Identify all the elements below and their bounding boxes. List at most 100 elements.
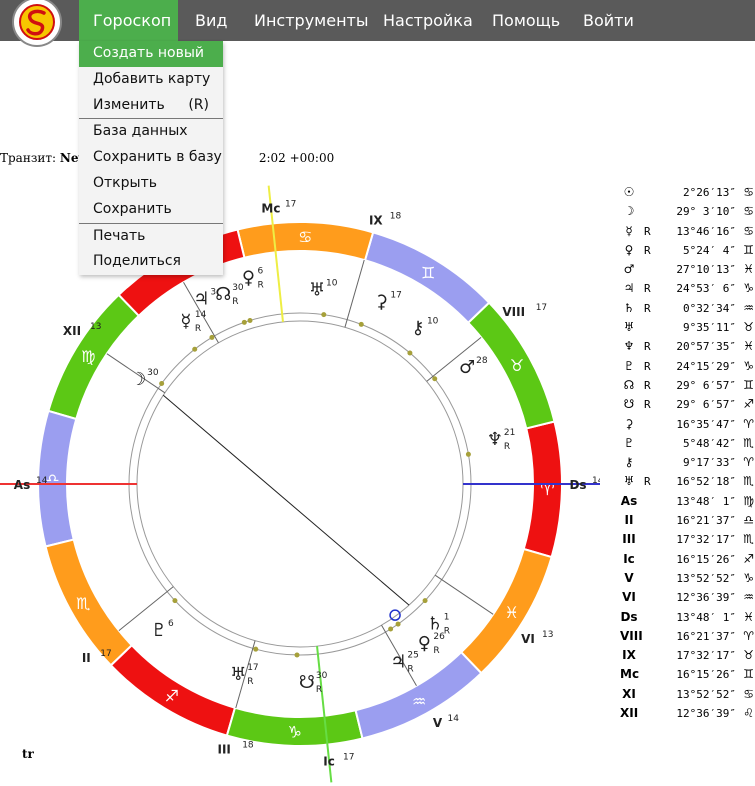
position-value: 5°24′ 4″ bbox=[683, 243, 736, 257]
house-degree: 17 bbox=[100, 649, 111, 659]
position-value: 13°48′ 1″ bbox=[676, 494, 736, 508]
planet-degree: 17 bbox=[390, 290, 401, 300]
menu-item-share[interactable]: Поделиться bbox=[79, 249, 223, 275]
zodiac-sign-icon: ♊ bbox=[421, 263, 435, 282]
nav-settings[interactable]: Настройка bbox=[383, 11, 473, 30]
position-sign: ♓ bbox=[743, 609, 754, 624]
menu-item-edit[interactable]: Изменить (R) bbox=[79, 93, 223, 119]
position-glyph: ♇ bbox=[623, 358, 635, 373]
menu-item-print[interactable]: Печать bbox=[79, 224, 223, 250]
position-value: 9°17′33″ bbox=[683, 456, 736, 470]
menu-item-add-chart[interactable]: Добавить карту bbox=[79, 67, 223, 93]
position-glyph: As bbox=[620, 493, 638, 508]
planet-glyph: ♀ bbox=[242, 267, 255, 288]
position-row: Ds 13°48′ 1″ ♓ bbox=[620, 608, 754, 627]
planet-dot bbox=[321, 312, 327, 318]
nav-horoscope[interactable]: Гороскоп bbox=[79, 0, 178, 41]
nav-tools[interactable]: Инструменты bbox=[254, 11, 369, 30]
house-label: VIII bbox=[502, 305, 525, 319]
planet-degree: 10 bbox=[326, 279, 338, 289]
house-label: Mc bbox=[261, 202, 280, 216]
position-glyph: ♀ bbox=[624, 242, 634, 257]
position-glyph: ⚳ bbox=[624, 416, 634, 431]
position-value: 13°46′16″ bbox=[676, 224, 736, 238]
menu-item-open[interactable]: Открыть bbox=[79, 171, 223, 197]
position-value: 29° 6′57″ bbox=[676, 398, 736, 412]
planet-degree: 17 bbox=[247, 663, 258, 673]
position-glyph: IX bbox=[622, 648, 636, 663]
menu-item-label: Создать новый bbox=[93, 45, 205, 61]
planet-degree: 6 bbox=[168, 619, 174, 629]
planet-glyph: ♃ bbox=[390, 652, 406, 673]
position-value: 29° 3′10″ bbox=[676, 205, 736, 219]
app-logo-icon[interactable] bbox=[12, 0, 62, 47]
position-sign: ♌ bbox=[743, 706, 754, 721]
planet-degree: 1 bbox=[444, 613, 450, 623]
position-glyph: ♅ bbox=[623, 474, 635, 489]
menu-item-shortcut: (R) bbox=[188, 96, 209, 113]
position-row: VIII 16°21′37″ ♈ bbox=[620, 627, 754, 646]
position-value: 24°53′ 6″ bbox=[676, 282, 736, 296]
nav-login[interactable]: Войти bbox=[583, 11, 634, 30]
planet-glyph: ♀ bbox=[418, 633, 431, 654]
nav-view[interactable]: Вид bbox=[195, 11, 228, 30]
house-cusp-line bbox=[106, 353, 166, 394]
menu-item-database[interactable]: База данных bbox=[79, 119, 223, 145]
position-value: 16°21′37″ bbox=[676, 514, 736, 528]
footer-label: tr bbox=[22, 747, 34, 761]
position-sign: ♈ bbox=[743, 416, 754, 431]
position-glyph: ☊ bbox=[623, 377, 635, 392]
menu-item-create-new[interactable]: Создать новый bbox=[79, 41, 223, 67]
house-cusp-line bbox=[235, 640, 256, 709]
house-label: II bbox=[82, 651, 91, 665]
nav-help[interactable]: Помощь bbox=[492, 11, 561, 30]
position-glyph: ♃ bbox=[623, 281, 635, 296]
transit-prefix: Транзит: bbox=[0, 151, 60, 165]
menu-item-save-to-db[interactable]: Сохранить в базу bbox=[79, 145, 223, 171]
position-sign: ♉ bbox=[743, 648, 754, 663]
planet-dot bbox=[209, 334, 215, 340]
position-glyph: ♆ bbox=[623, 339, 635, 354]
house-degree: 14 bbox=[592, 476, 600, 486]
house-label: IX bbox=[369, 214, 383, 228]
position-sign: ♓ bbox=[743, 262, 754, 277]
menu-item-label: Открыть bbox=[93, 174, 157, 191]
planet-dot bbox=[395, 621, 401, 627]
planet-degree: 30 bbox=[232, 283, 244, 293]
planet-retro: R bbox=[433, 646, 439, 656]
planet-retro: R bbox=[247, 677, 253, 687]
menu-separator bbox=[79, 222, 223, 224]
position-row: IX 17°32′17″ ♉ bbox=[620, 646, 754, 665]
position-row: III 17°32′17″ ♏ bbox=[620, 530, 754, 549]
position-value: 16°15′26″ bbox=[676, 668, 736, 682]
position-row: ☉ 2°26′13″ ♋ bbox=[620, 183, 754, 202]
position-value: 20°57′35″ bbox=[676, 340, 736, 354]
planet-dot bbox=[159, 380, 165, 386]
planet-dot bbox=[388, 626, 394, 632]
planet-glyph: ♄ bbox=[427, 614, 443, 635]
menu-item-save[interactable]: Сохранить bbox=[79, 197, 223, 223]
position-row: XII 12°36′39″ ♌ bbox=[620, 704, 754, 723]
menu-item-label: Поделиться bbox=[93, 253, 181, 270]
position-glyph: ♂ bbox=[623, 262, 635, 277]
transit-time: 2:02 +00:00 bbox=[258, 151, 335, 165]
house-label: VI bbox=[521, 632, 535, 646]
position-sign: ♋ bbox=[743, 223, 754, 238]
position-sign: ♑ bbox=[743, 358, 754, 373]
position-row: V 13°52′52″ ♑ bbox=[620, 569, 754, 588]
position-glyph: ♄ bbox=[623, 300, 635, 315]
position-value: 5°48′42″ bbox=[683, 436, 736, 450]
planet-glyph: ☊ bbox=[215, 284, 231, 305]
position-sign: ♒ bbox=[743, 300, 754, 315]
planet-glyph: ♂ bbox=[459, 357, 475, 378]
house-label: As bbox=[14, 478, 30, 492]
position-row: ☽ 29° 3′10″ ♋ bbox=[620, 202, 754, 221]
planet-degree: 25 bbox=[407, 651, 418, 661]
position-retro: R bbox=[644, 359, 651, 373]
position-glyph: ☽ bbox=[623, 204, 635, 219]
house-label: V bbox=[433, 716, 443, 730]
house-degree: 13 bbox=[90, 322, 101, 332]
house-label: Ic bbox=[323, 754, 335, 768]
position-row: ☊ R 29° 6′57″ ♊ bbox=[620, 376, 754, 395]
menu-separator bbox=[79, 118, 223, 120]
